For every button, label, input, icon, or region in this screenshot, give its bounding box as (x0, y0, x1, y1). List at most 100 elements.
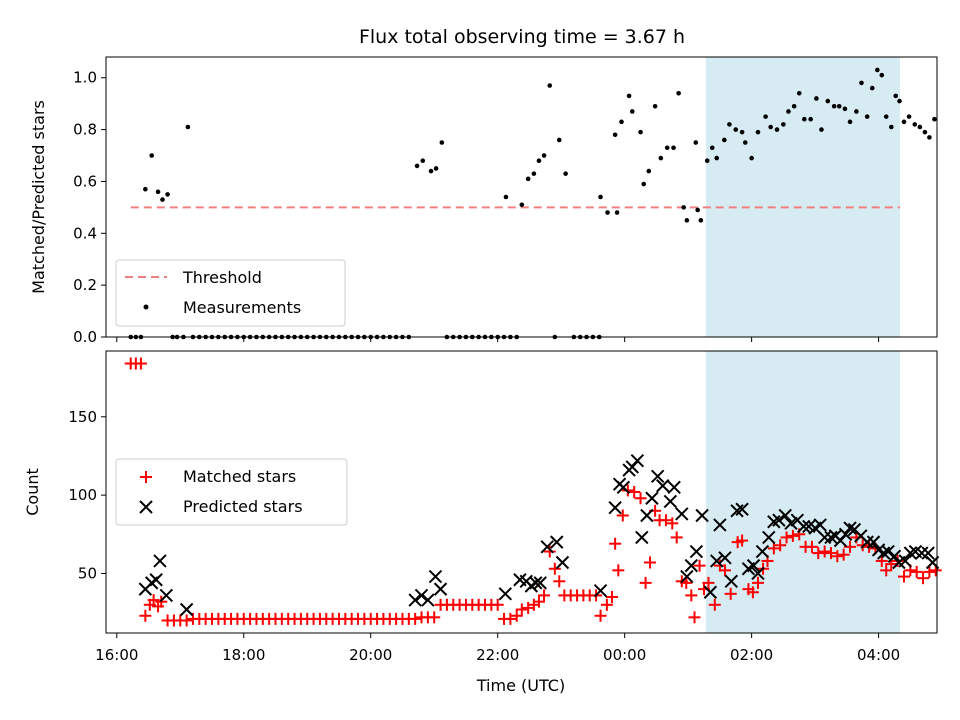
matched-star-point (605, 590, 618, 603)
matched-star-point (134, 357, 147, 370)
matched-star-point (666, 517, 679, 530)
measurement-point (641, 181, 647, 187)
predicted-star-point (529, 576, 543, 590)
bottom-x-tick-label: 20:00 (349, 646, 392, 664)
measurement-point (629, 109, 635, 114)
legend-predicted-label: Predicted stars (183, 497, 303, 516)
measurement-point (556, 137, 562, 143)
predicted-star-point (153, 554, 167, 568)
matched-star-point (786, 529, 799, 542)
predicted-star-point (817, 530, 832, 545)
measurement-point (638, 129, 643, 135)
legend-predicted-swatch (139, 500, 153, 514)
measurement-point (802, 116, 807, 122)
bottom-legend: Matched stars Predicted stars (115, 458, 348, 526)
predicted-star-point (921, 546, 935, 560)
predicted-star-point (695, 508, 709, 523)
matched-star-point (812, 547, 825, 560)
measurement-point (859, 80, 864, 86)
measurement-point (888, 124, 894, 130)
bottom-y-tick-label: 50 (78, 564, 97, 582)
matched-star-point (628, 486, 641, 498)
measurement-point (768, 124, 773, 130)
measurement-point (755, 129, 761, 135)
predicted-star-point (616, 480, 631, 495)
measurement-point (658, 155, 664, 161)
matched-star-point (548, 562, 561, 575)
measurement-point (796, 90, 802, 96)
measurement-point (879, 72, 885, 78)
measurement-point (836, 103, 842, 109)
predicted-star-point (433, 582, 448, 596)
measurement-point (503, 194, 509, 200)
measurement-point (149, 153, 155, 158)
legend-threshold-label: Threshold (182, 268, 262, 287)
measurement-point (676, 90, 681, 96)
top-y-tick-label: 0.4 (73, 224, 97, 242)
measurement-point (786, 109, 791, 114)
measurement-point (185, 124, 191, 130)
measurement-point (842, 106, 848, 112)
predicted-star-point (784, 516, 798, 531)
measurement-point (420, 158, 426, 164)
measurement-point (831, 103, 837, 109)
predicted-star-point (635, 530, 649, 545)
measurement-point (664, 145, 670, 151)
measurement-point (525, 176, 531, 182)
top-y-tick-label: 0.6 (73, 172, 97, 190)
top-legend-box (115, 259, 346, 327)
measurement-point (727, 122, 732, 127)
x-axis-label: Time (UTC) (476, 676, 565, 695)
measurement-point (605, 210, 610, 215)
measurement-point (598, 194, 603, 200)
legend-matched-label: Matched stars (183, 467, 296, 486)
predicted-star-point (813, 518, 827, 532)
predicted-star-point (650, 469, 665, 484)
bottom-x-tick-label: 18:00 (222, 646, 265, 664)
predicted-star-point (414, 588, 429, 603)
predicted-star-point (555, 555, 570, 570)
top-x-ticks (116, 337, 880, 342)
predicted-star-point (838, 527, 853, 542)
predicted-star-point (630, 453, 645, 468)
measurement-point (932, 116, 937, 122)
bottom-legend-box (115, 458, 348, 526)
matched-star-point (708, 598, 721, 611)
measurement-point (808, 116, 813, 122)
predicted-star-point (179, 602, 194, 617)
measurement-point (531, 171, 537, 176)
measurement-point (912, 122, 918, 127)
predicted-star-point (713, 518, 727, 532)
matched-star-point (805, 540, 818, 553)
measurement-point (428, 168, 434, 174)
measurement-point (652, 103, 658, 109)
top-y-tick-label: 1.0 (73, 69, 97, 87)
measurement-point (922, 129, 928, 135)
bottom-axes-frame (105, 350, 938, 634)
measurement-point (917, 124, 923, 130)
measurement-point (143, 186, 148, 192)
measurement-point (733, 127, 739, 132)
top-panel: 0.0 0.2 0.4 0.6 0.8 1.0 Matched/Predicted sta… (29, 56, 938, 346)
predicted-star-point (735, 502, 749, 516)
matched-star-point (510, 609, 523, 622)
bottom-y-axis-label: Count (23, 468, 42, 516)
top-y-tick-label: 0.2 (73, 276, 97, 294)
predicted-star-point (689, 544, 704, 559)
matched-star-point (736, 534, 749, 547)
matched-star-point (594, 609, 607, 622)
predicted-star-point (684, 558, 699, 573)
measurement-point (536, 158, 542, 164)
matched-star-point (670, 531, 683, 544)
matched-star-point (538, 589, 551, 602)
measurement-point (704, 158, 710, 164)
predicted-stars-points (138, 453, 940, 617)
predicted-star-point (915, 546, 929, 560)
top-y-tick-label: 0.8 (73, 121, 97, 139)
predicted-star-point (755, 544, 770, 559)
predicted-star-point (608, 500, 622, 515)
measurement-point (695, 207, 700, 213)
bottom-x-tick-label: 16:00 (95, 646, 138, 664)
measurement-point (825, 98, 831, 104)
matched-star-point (897, 570, 910, 583)
